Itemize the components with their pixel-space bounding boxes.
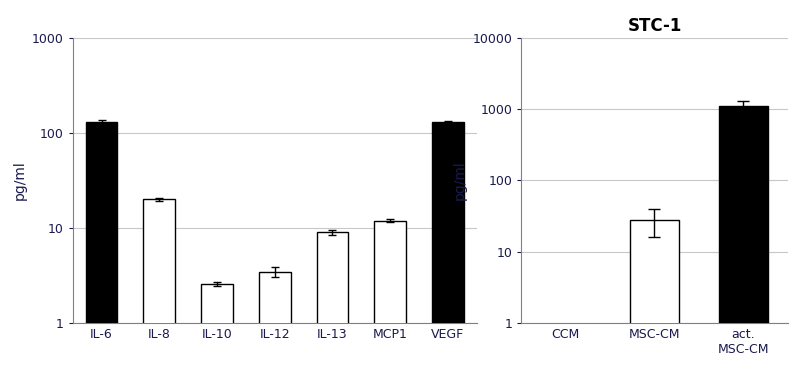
Bar (86, 122, 117, 376)
Title: STC-1: STC-1 (627, 17, 682, 35)
Bar (432, 122, 464, 376)
Bar (201, 284, 233, 376)
Bar (259, 271, 291, 376)
Bar (144, 199, 175, 376)
Bar (630, 220, 679, 376)
Bar (317, 232, 348, 376)
Bar (374, 221, 406, 376)
Bar (719, 106, 768, 376)
Y-axis label: pg/ml: pg/ml (452, 161, 467, 200)
Y-axis label: pg/ml: pg/ml (12, 161, 27, 200)
